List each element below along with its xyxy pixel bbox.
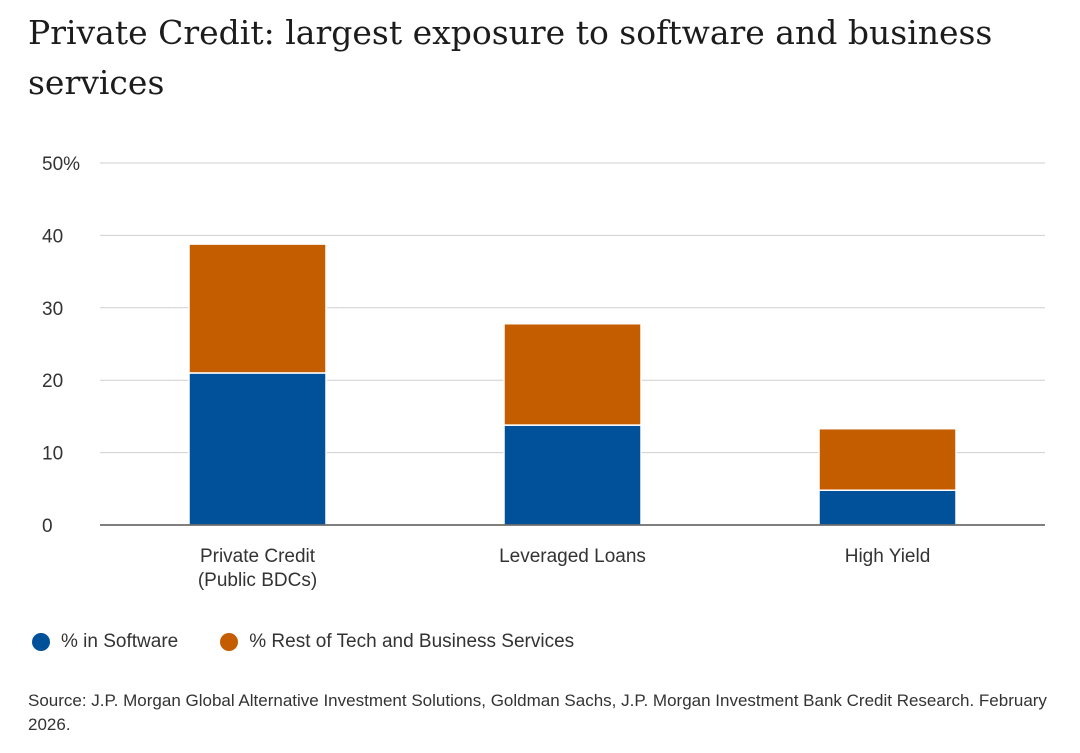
x-axis-category-labels: Private Credit (Public BDCs) Leveraged Loa…	[198, 546, 930, 591]
source-note: Source: J.P. Morgan Global Alternative I…	[28, 691, 1047, 734]
x-category-label: Private Credit (Public BDCs)	[198, 546, 317, 591]
y-tick-label: 20	[42, 371, 63, 392]
y-tick-label: 40	[42, 226, 63, 247]
chart-title: Private Credit: largest exposure to soft…	[28, 13, 993, 102]
bar-segment-rest-of-tech	[503, 322, 642, 426]
y-tick-label: 50%	[42, 154, 80, 175]
legend: % in Software % Rest of Tech and Busines…	[32, 631, 616, 653]
bar-segment-software	[188, 372, 327, 526]
bar-segment-software	[818, 489, 957, 526]
legend-item-software: % in Software	[32, 631, 178, 653]
x-category-label: High Yield	[845, 546, 931, 567]
stacked-bar-chart: 0 10 20 30 40 50% Private Credit (Public BDCs)…	[42, 154, 1045, 591]
y-tick-label: 10	[42, 444, 63, 465]
y-tick-label: 0	[42, 516, 53, 537]
legend-swatch-rest-of-tech	[220, 633, 239, 651]
legend-swatch-software	[32, 633, 50, 651]
legend-label-rest-of-tech: % Rest of Tech and Business Services	[249, 631, 575, 652]
bars	[188, 243, 957, 526]
bar-segment-rest-of-tech	[188, 243, 327, 374]
legend-item-rest-of-tech: % Rest of Tech and Business Services	[220, 631, 574, 653]
bar-segment-software	[503, 424, 642, 526]
legend-label-software: % in Software	[61, 631, 179, 652]
y-tick-label: 30	[42, 299, 63, 320]
y-axis-tick-labels: 0 10 20 30 40 50%	[42, 154, 80, 537]
bar-segment-rest-of-tech	[818, 427, 957, 491]
x-category-label: Leveraged Loans	[499, 546, 646, 567]
